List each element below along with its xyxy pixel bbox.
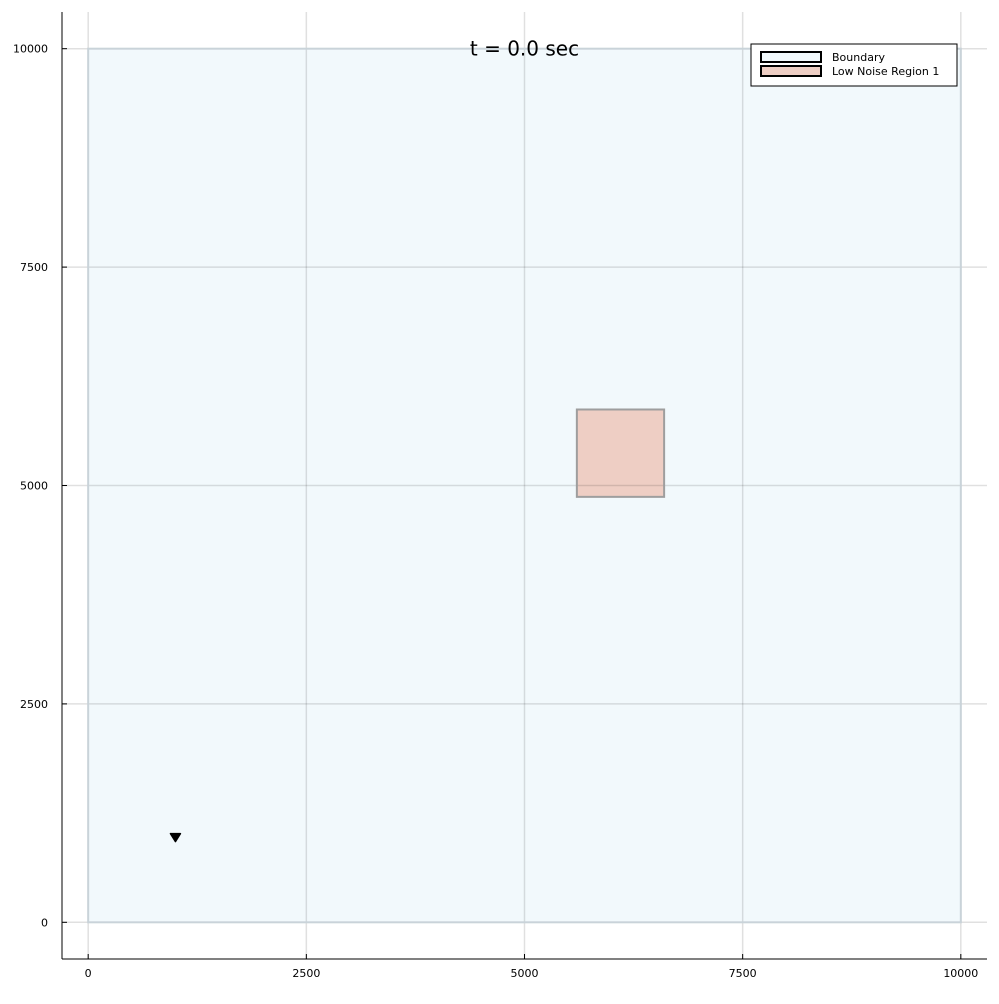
time-annotation: t = 0.0 sec <box>470 37 579 61</box>
legend-swatch-1 <box>760 65 822 77</box>
legend-label-0: Boundary <box>832 51 885 64</box>
x-tick-labels: 0 2500 5000 7500 10000 <box>85 967 979 980</box>
y-tick-labels: 0 2500 5000 7500 10000 <box>13 43 48 930</box>
region-fill-1 <box>576 409 665 497</box>
x-tick-label-4: 10000 <box>943 967 978 980</box>
legend-swatch-0 <box>760 51 822 63</box>
x-tick-label-3: 7500 <box>729 967 757 980</box>
axes <box>61 12 987 960</box>
marker-0 <box>169 832 182 843</box>
y-tick-label-2: 5000 <box>20 480 48 493</box>
region-fill-0 <box>88 48 961 923</box>
region-outlines <box>87 47 962 924</box>
region-outline-0 <box>87 47 962 924</box>
x-tick-label-1: 2500 <box>292 967 320 980</box>
y-tick-label-4: 10000 <box>13 43 48 56</box>
y-tick-label-0: 0 <box>41 916 48 929</box>
markers <box>169 832 182 843</box>
region-fills <box>88 48 961 923</box>
x-tick-label-0: 0 <box>85 967 92 980</box>
y-tick-label-3: 7500 <box>20 261 48 274</box>
x-tick-label-2: 5000 <box>511 967 539 980</box>
legend-label-1: Low Noise Region 1 <box>832 65 939 78</box>
region-outline-1 <box>575 408 666 498</box>
y-tick-label-1: 2500 <box>20 698 48 711</box>
